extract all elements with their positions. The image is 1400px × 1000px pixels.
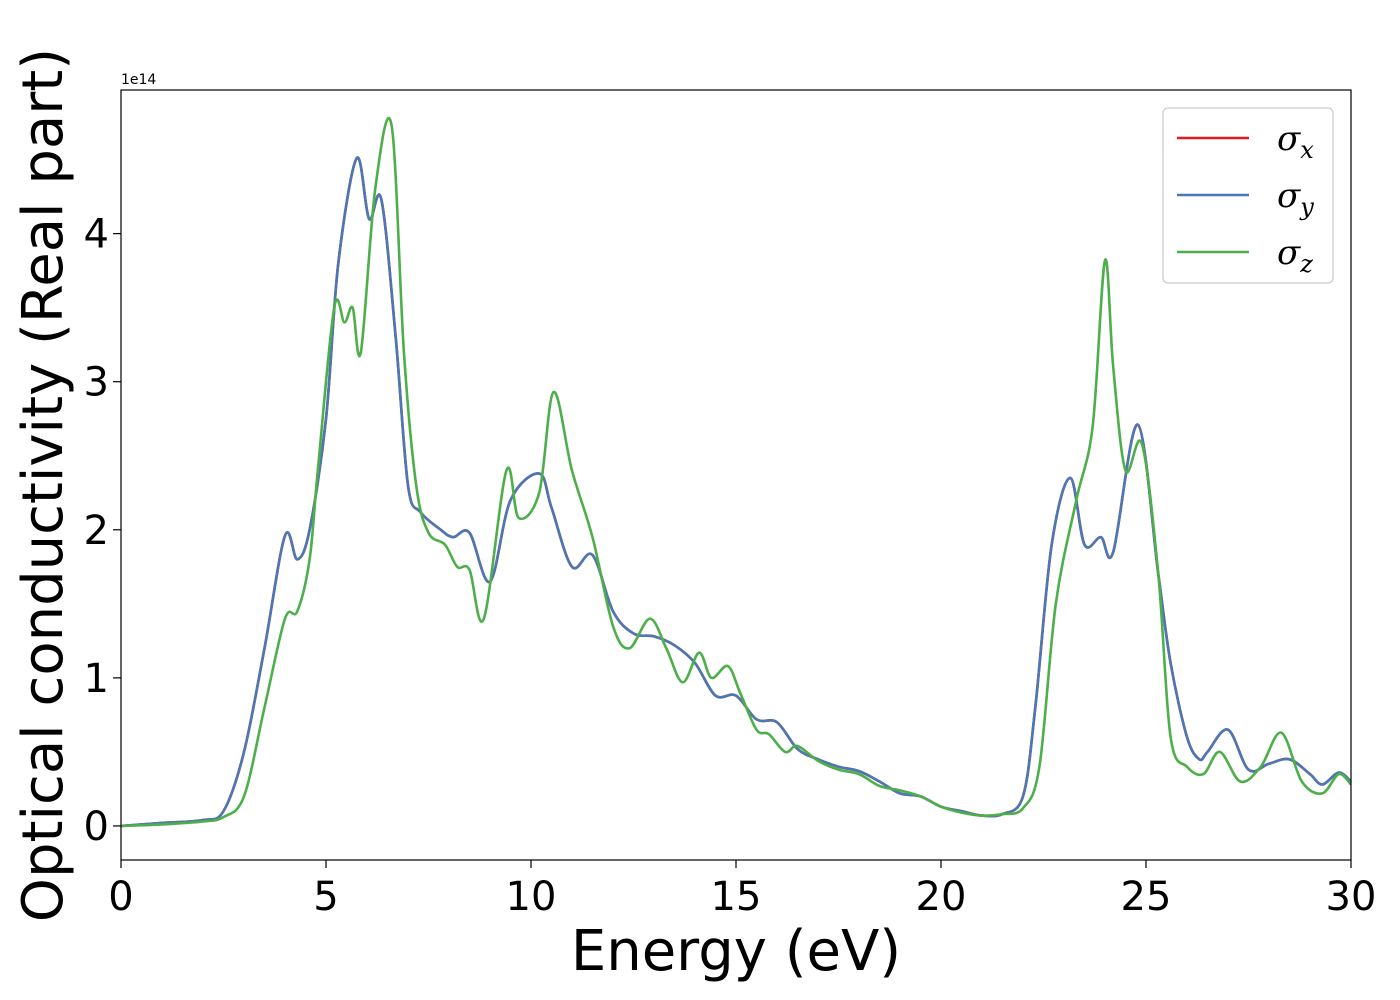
series-line-z	[121, 116, 1351, 828]
y-tick-label: 0	[84, 804, 109, 850]
x-tick-label: 0	[108, 874, 133, 920]
y-tick-label: 4	[84, 212, 109, 258]
y-tick-label: 3	[84, 360, 109, 406]
legend-label-x: σx	[1277, 119, 1314, 164]
legend-label-y: σy	[1277, 176, 1314, 221]
x-tick-label: 30	[1326, 874, 1377, 920]
y-axis-label: Optical conductivity (Real part)	[11, 48, 76, 922]
x-tick-label: 5	[313, 874, 338, 920]
y-axis: 0 1 2 3 4	[84, 212, 121, 850]
legend-label-z: σz	[1277, 233, 1313, 278]
y-tick-label: 2	[84, 508, 109, 554]
legend: σx σy σz	[1162, 107, 1334, 284]
x-axis-label: Energy (eV)	[571, 919, 901, 984]
x-tick-label: 20	[916, 874, 967, 920]
y-tick-label: 1	[84, 656, 109, 702]
x-axis: 0 5 10 15 20 25 30	[108, 860, 1376, 920]
x-tick-label: 25	[1121, 874, 1172, 920]
x-tick-label: 10	[506, 874, 557, 920]
y-multiplier-label: 1e14	[121, 72, 156, 88]
series-layer	[121, 116, 1351, 828]
x-tick-label: 15	[711, 874, 762, 920]
